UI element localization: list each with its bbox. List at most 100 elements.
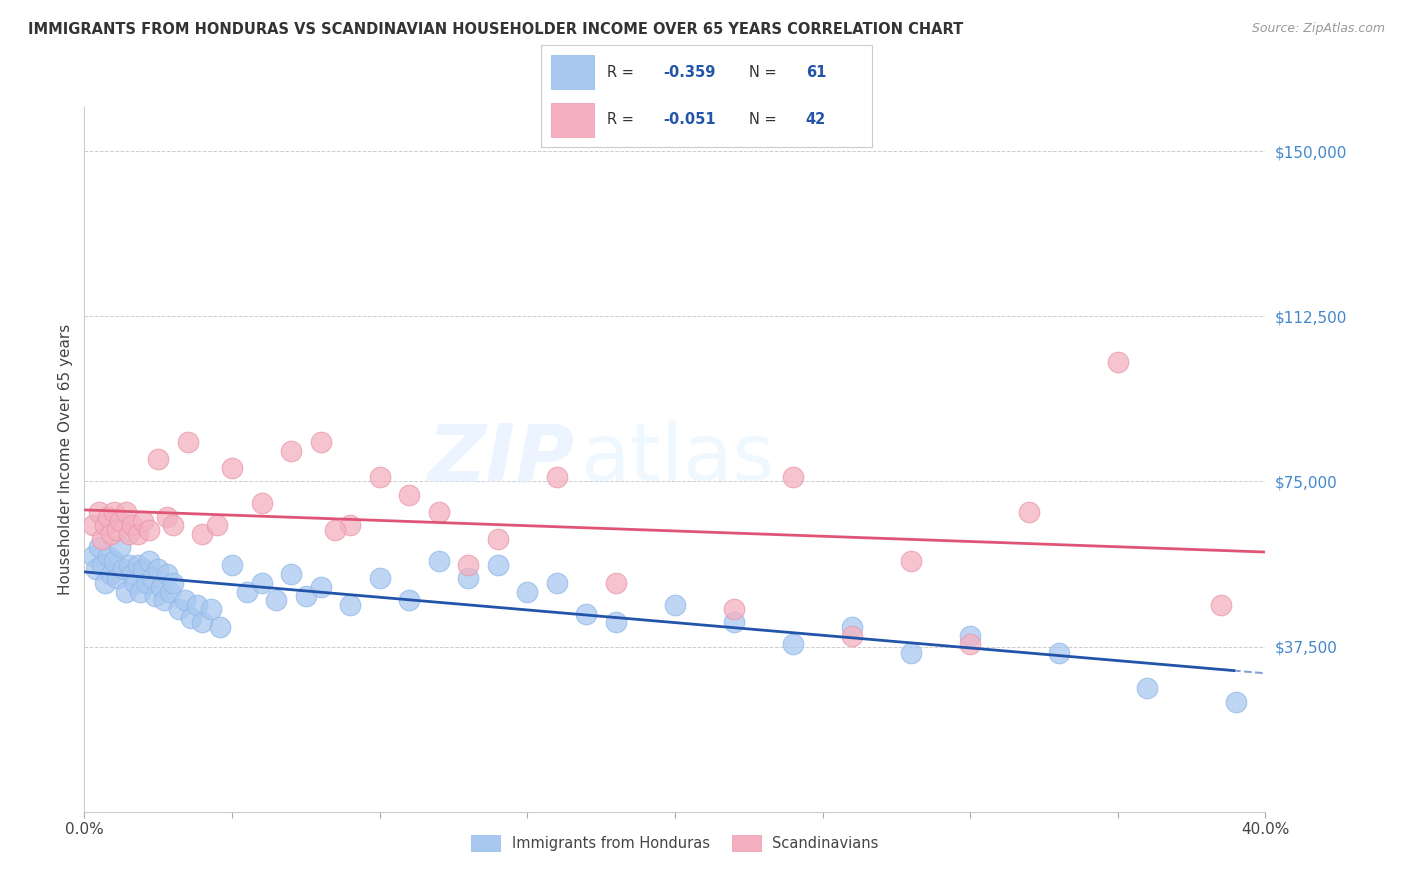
Point bbox=[186, 598, 208, 612]
Point bbox=[100, 527, 122, 541]
Point bbox=[156, 566, 179, 581]
Point bbox=[605, 575, 627, 590]
Point bbox=[280, 443, 302, 458]
Point bbox=[398, 593, 420, 607]
Text: -0.359: -0.359 bbox=[664, 65, 716, 79]
Point bbox=[127, 558, 149, 573]
Point bbox=[221, 558, 243, 573]
Point bbox=[782, 470, 804, 484]
Point bbox=[132, 562, 155, 576]
Point bbox=[118, 527, 141, 541]
Point bbox=[153, 593, 176, 607]
Point bbox=[959, 637, 981, 651]
Point bbox=[143, 589, 166, 603]
Point bbox=[1225, 695, 1247, 709]
Point bbox=[723, 602, 745, 616]
Point bbox=[138, 554, 160, 568]
Point bbox=[94, 518, 117, 533]
Point bbox=[782, 637, 804, 651]
Text: IMMIGRANTS FROM HONDURAS VS SCANDINAVIAN HOUSEHOLDER INCOME OVER 65 YEARS CORREL: IMMIGRANTS FROM HONDURAS VS SCANDINAVIAN… bbox=[28, 22, 963, 37]
Point bbox=[266, 593, 288, 607]
Point bbox=[486, 532, 509, 546]
Text: 42: 42 bbox=[806, 112, 825, 127]
Point bbox=[141, 571, 163, 585]
Point bbox=[486, 558, 509, 573]
Point bbox=[108, 514, 131, 528]
Point bbox=[156, 509, 179, 524]
Point bbox=[1211, 598, 1233, 612]
Point bbox=[135, 575, 157, 590]
Point bbox=[959, 628, 981, 642]
Point bbox=[87, 505, 111, 519]
Point bbox=[173, 593, 195, 607]
Point bbox=[841, 620, 863, 634]
Point bbox=[221, 461, 243, 475]
Point bbox=[148, 452, 170, 467]
Point bbox=[339, 598, 361, 612]
Point bbox=[121, 518, 143, 533]
Point bbox=[280, 566, 302, 581]
Point bbox=[250, 575, 273, 590]
Point bbox=[309, 580, 332, 594]
Point bbox=[900, 646, 922, 660]
Point bbox=[132, 514, 155, 528]
Point bbox=[87, 541, 111, 555]
Text: N =: N = bbox=[749, 65, 782, 79]
Text: 61: 61 bbox=[806, 65, 825, 79]
Point bbox=[236, 584, 259, 599]
Point bbox=[159, 584, 181, 599]
Point bbox=[575, 607, 598, 621]
Point bbox=[250, 496, 273, 510]
Point bbox=[325, 523, 347, 537]
Point bbox=[180, 611, 202, 625]
Point bbox=[177, 434, 200, 449]
Point bbox=[91, 558, 114, 573]
Point bbox=[191, 615, 214, 630]
Point bbox=[546, 575, 568, 590]
Point bbox=[368, 470, 391, 484]
Point bbox=[605, 615, 627, 630]
Point bbox=[1018, 505, 1040, 519]
Point bbox=[129, 584, 152, 599]
Point bbox=[457, 558, 479, 573]
Point bbox=[105, 571, 128, 585]
Point bbox=[84, 562, 107, 576]
Text: R =: R = bbox=[607, 65, 638, 79]
Point bbox=[114, 584, 136, 599]
Text: R =: R = bbox=[607, 112, 638, 127]
Text: -0.051: -0.051 bbox=[664, 112, 716, 127]
Point bbox=[114, 505, 136, 519]
Point bbox=[427, 554, 450, 568]
Point bbox=[209, 620, 232, 634]
Point bbox=[111, 562, 134, 576]
Point bbox=[94, 575, 117, 590]
Point bbox=[427, 505, 450, 519]
Text: Source: ZipAtlas.com: Source: ZipAtlas.com bbox=[1251, 22, 1385, 36]
FancyBboxPatch shape bbox=[551, 55, 595, 88]
Point bbox=[368, 571, 391, 585]
Point bbox=[1047, 646, 1070, 660]
Point bbox=[398, 487, 420, 501]
Point bbox=[91, 532, 114, 546]
Point bbox=[97, 509, 120, 524]
Point bbox=[108, 541, 131, 555]
Point bbox=[1107, 355, 1129, 369]
Point bbox=[457, 571, 479, 585]
Point bbox=[167, 602, 190, 616]
Point bbox=[127, 527, 149, 541]
Legend: Immigrants from Honduras, Scandinavians: Immigrants from Honduras, Scandinavians bbox=[465, 829, 884, 857]
Point bbox=[82, 549, 104, 564]
Point bbox=[150, 580, 173, 594]
Point bbox=[118, 558, 141, 573]
Text: N =: N = bbox=[749, 112, 782, 127]
Point bbox=[138, 523, 160, 537]
Point bbox=[162, 518, 184, 533]
Point bbox=[516, 584, 538, 599]
Point bbox=[148, 562, 170, 576]
Point bbox=[100, 566, 122, 581]
Point bbox=[1136, 681, 1159, 696]
FancyBboxPatch shape bbox=[551, 103, 595, 137]
Point bbox=[200, 602, 222, 616]
Text: ZIP: ZIP bbox=[427, 420, 575, 499]
Point bbox=[309, 434, 332, 449]
